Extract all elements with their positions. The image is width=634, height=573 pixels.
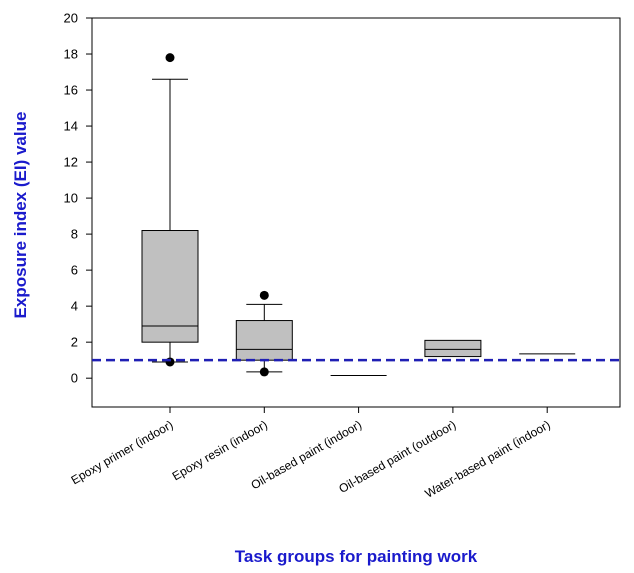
y-tick-label: 20 (64, 11, 78, 26)
box-group (425, 340, 481, 356)
y-tick-label: 4 (71, 299, 78, 314)
box-iqr (236, 321, 292, 361)
outlier-point (166, 357, 175, 366)
category-label: Epoxy resin (indoor) (170, 417, 270, 483)
category-label: Epoxy primer (indoor) (69, 417, 176, 487)
y-tick-label: 14 (64, 119, 78, 134)
outlier-point (260, 367, 269, 376)
x-axis-categories: Epoxy primer (indoor)Epoxy resin (indoor… (69, 407, 553, 501)
y-tick-label: 16 (64, 83, 78, 98)
y-tick-label: 0 (71, 371, 78, 386)
plot-frame (92, 18, 620, 407)
y-tick-label: 10 (64, 191, 78, 206)
box-iqr (425, 340, 481, 356)
box-group (236, 291, 292, 377)
y-axis-title: Exposure index (EI) value (11, 112, 30, 319)
y-tick-label: 18 (64, 47, 78, 62)
y-axis-ticks: 0 2 4 6 8 10 12 14 16 18 20 (64, 11, 92, 386)
y-tick-label: 12 (64, 155, 78, 170)
y-tick-label: 2 (71, 335, 78, 350)
plot-area (92, 18, 620, 407)
outlier-point (166, 53, 175, 62)
y-tick-label: 6 (71, 263, 78, 278)
outlier-point (260, 291, 269, 300)
box-group (142, 53, 198, 366)
y-tick-label: 8 (71, 227, 78, 242)
box-iqr (142, 231, 198, 343)
x-axis-title: Task groups for painting work (235, 547, 478, 566)
